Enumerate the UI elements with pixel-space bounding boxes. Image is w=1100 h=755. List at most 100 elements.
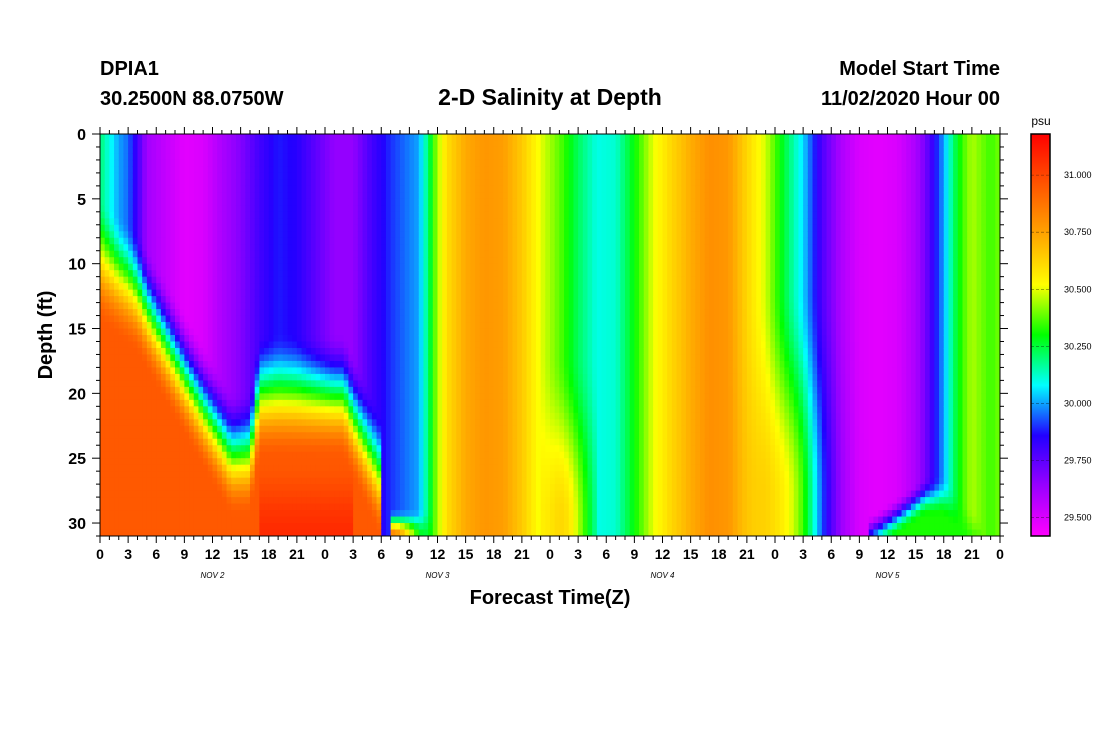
heatmap-cell — [353, 354, 359, 362]
heatmap-cell — [296, 425, 303, 433]
heatmap-cell — [254, 510, 260, 518]
heatmap-cell — [437, 419, 443, 427]
heatmap-cell — [198, 192, 204, 200]
heatmap-cell — [428, 211, 434, 219]
heatmap-cell — [170, 490, 176, 498]
heatmap-cell — [381, 205, 387, 213]
heatmap-cell — [104, 529, 110, 536]
heatmap-cell — [385, 471, 392, 479]
heatmap-cell — [362, 205, 368, 213]
heatmap-cell — [292, 406, 298, 414]
heatmap-cell — [151, 231, 157, 239]
heatmap-cell — [175, 347, 181, 356]
heatmap-cell — [310, 347, 317, 356]
heatmap-cell — [160, 146, 167, 155]
heatmap-cell — [179, 503, 185, 511]
heatmap-cell — [423, 464, 429, 472]
heatmap-cell — [264, 315, 270, 323]
heatmap-cell — [362, 211, 368, 219]
heatmap-cell — [100, 438, 106, 446]
heatmap-cell — [339, 237, 345, 245]
heatmap-cell — [282, 419, 289, 427]
heatmap-cell — [198, 458, 204, 466]
heatmap-cell — [446, 451, 453, 459]
heatmap-cell — [395, 490, 401, 498]
heatmap-cell — [282, 523, 289, 531]
heatmap-cell — [231, 172, 237, 180]
heatmap-cell — [334, 347, 340, 356]
heatmap-cell — [231, 198, 237, 206]
heatmap-cell — [104, 471, 110, 479]
heatmap-cell — [193, 192, 200, 200]
heatmap-cell — [203, 360, 209, 369]
heatmap-cell — [320, 503, 326, 511]
heatmap-cell — [245, 146, 251, 155]
heatmap-cell — [292, 373, 298, 381]
heatmap-cell — [212, 276, 218, 284]
heatmap-cell — [320, 386, 326, 394]
heatmap-cell — [189, 432, 195, 440]
heatmap-cell — [179, 490, 185, 498]
heatmap-cell — [278, 523, 284, 531]
heatmap-cell — [193, 523, 200, 531]
heatmap-cell — [259, 438, 265, 446]
heatmap-cell — [400, 458, 406, 466]
heatmap-cell — [217, 296, 223, 304]
heatmap-cell — [231, 360, 237, 369]
heatmap-cell — [395, 516, 401, 524]
heatmap-cell — [437, 270, 443, 278]
heatmap-cell — [371, 309, 378, 317]
heatmap-cell — [142, 244, 148, 252]
heatmap-cell — [371, 393, 378, 401]
heatmap-cell — [381, 257, 387, 265]
heatmap-cell — [268, 153, 275, 161]
model-start-label: Model Start Time — [839, 58, 1000, 80]
heatmap-cell — [446, 432, 453, 440]
heatmap-cell — [151, 497, 157, 505]
heatmap-cell — [348, 198, 354, 206]
heatmap-cell — [189, 134, 195, 142]
heatmap-cell — [226, 399, 232, 407]
heatmap-cell — [198, 250, 204, 258]
heatmap-cell — [287, 458, 293, 466]
heatmap-cell — [259, 335, 265, 343]
heatmap-cell — [432, 438, 439, 446]
heatmap-cell — [198, 523, 204, 531]
heatmap-cell — [376, 425, 382, 433]
heatmap-cell — [367, 354, 373, 362]
heatmap-cell — [175, 445, 181, 453]
heatmap-cell — [465, 438, 471, 446]
heatmap-cell — [357, 529, 364, 536]
heatmap-cell — [292, 211, 298, 219]
heatmap-cell — [432, 445, 439, 453]
heatmap-cell — [100, 159, 106, 168]
heatmap-cell — [175, 393, 181, 401]
heatmap-cell — [240, 341, 246, 349]
heatmap-cell — [142, 477, 148, 485]
heatmap-cell — [184, 367, 190, 375]
heatmap-cell — [193, 425, 200, 433]
heatmap-cell — [465, 419, 471, 427]
heatmap-cell — [151, 393, 157, 401]
heatmap-cell — [278, 296, 284, 304]
heatmap-cell — [465, 490, 471, 498]
heatmap-cell — [231, 373, 237, 381]
heatmap-cell — [381, 263, 387, 271]
heatmap-cell — [123, 328, 129, 336]
heatmap-cell — [207, 166, 214, 174]
heatmap-cell — [137, 231, 143, 239]
heatmap-cell — [142, 166, 148, 174]
heatmap-cell — [226, 283, 232, 291]
heatmap-cell — [376, 315, 382, 323]
heatmap-cell — [296, 516, 303, 524]
heatmap-cell — [460, 412, 467, 420]
heatmap-cell — [137, 516, 143, 524]
heatmap-cell — [306, 172, 312, 180]
heatmap-cell — [273, 523, 279, 531]
heatmap-cell — [142, 471, 148, 479]
heatmap-cell — [442, 263, 448, 271]
heatmap-cell — [142, 224, 148, 232]
heatmap-cell — [409, 237, 415, 245]
heatmap-cell — [442, 347, 448, 356]
